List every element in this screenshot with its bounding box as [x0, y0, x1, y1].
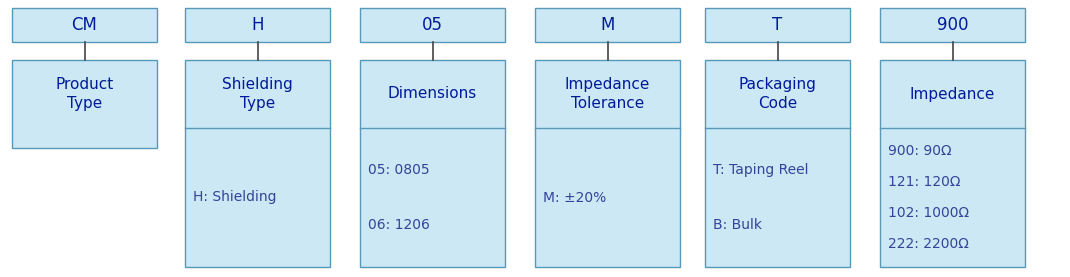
Text: T: Taping Reel: T: Taping Reel [713, 163, 809, 177]
Text: H: Shielding: H: Shielding [193, 191, 276, 204]
Text: M: ±20%: M: ±20% [542, 191, 607, 204]
Text: T: T [773, 16, 782, 34]
Bar [12, 8, 157, 42]
Text: 102: 1000Ω: 102: 1000Ω [888, 206, 969, 220]
Bar [360, 60, 505, 267]
Bar [360, 8, 505, 42]
Text: 222: 2200Ω: 222: 2200Ω [888, 237, 968, 251]
Bar [185, 8, 330, 42]
Bar [880, 8, 1025, 42]
Text: Dimensions: Dimensions [387, 86, 477, 101]
Text: Packaging
Code: Packaging Code [738, 77, 816, 111]
Bar [12, 60, 157, 148]
Bar [880, 60, 1025, 267]
Text: Impedance: Impedance [910, 86, 995, 101]
Text: 05: 0805: 05: 0805 [368, 163, 430, 177]
Bar [535, 60, 681, 267]
Text: Impedance
Tolerance: Impedance Tolerance [565, 77, 651, 111]
Text: B: Bulk: B: Bulk [713, 218, 762, 232]
Text: M: M [600, 16, 614, 34]
Text: Product
Type: Product Type [56, 77, 113, 111]
Bar [705, 8, 850, 42]
Bar [535, 8, 681, 42]
Text: H: H [251, 16, 263, 34]
Text: 121: 120Ω: 121: 120Ω [888, 175, 961, 189]
Text: 05: 05 [422, 16, 443, 34]
Bar [705, 60, 850, 267]
Text: 06: 1206: 06: 1206 [368, 218, 430, 232]
Text: Shielding
Type: Shielding Type [223, 77, 293, 111]
Bar [185, 60, 330, 267]
Text: 900: 90Ω: 900: 90Ω [888, 144, 951, 158]
Text: 900: 900 [936, 16, 968, 34]
Text: CM: CM [72, 16, 97, 34]
